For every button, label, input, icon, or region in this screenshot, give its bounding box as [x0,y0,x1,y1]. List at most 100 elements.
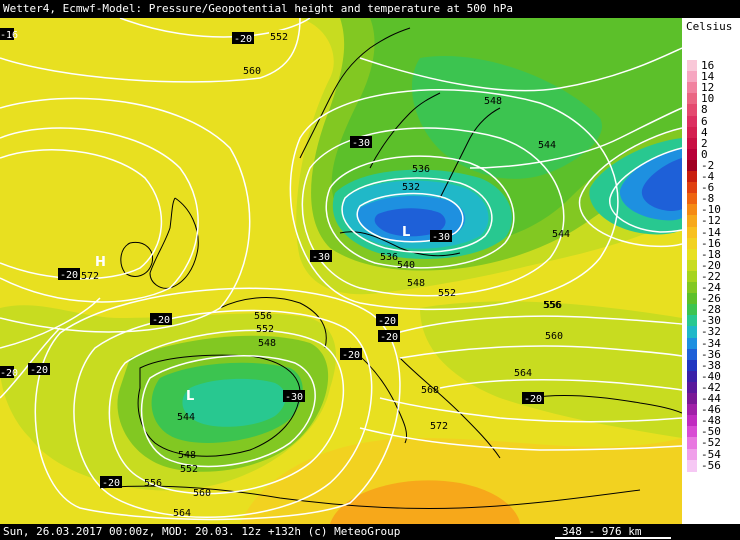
legend-swatch [687,315,697,328]
title-bar: Wetter4, Ecmwf-Model: Pressure/Geopotent… [0,0,740,18]
geopotential-contours [0,18,682,521]
height-label: 536 [380,252,398,263]
height-label: 556 [544,300,562,311]
height-label: 560 [193,488,211,499]
legend-swatch [687,381,697,394]
legend-label: -40 [701,369,721,383]
contour-iberia-1 [140,355,316,468]
legend-label: 6 [701,114,708,128]
height-label: 568 [421,385,439,396]
legend-swatch [687,60,697,72]
legend-label: -24 [701,281,721,294]
contour-560-east [399,345,682,359]
legend-swatch [687,293,697,306]
height-label: 556 [543,300,561,311]
legend-label: -46 [701,403,721,417]
weather-map: H L L 552 560 548 544 536 532 536 540 54… [0,18,682,524]
legend-swatch [687,248,697,261]
height-labels: 552 560 548 544 536 532 536 540 548 552 … [81,30,570,519]
legend-label: -56 [701,458,721,472]
temp-field-cyan-north [411,56,602,179]
legend-swatch [687,182,697,195]
map-title: Wetter4, Ecmwf-Model: Pressure/Geopotent… [3,2,513,15]
temp-label-bg [150,313,172,325]
temp-label: -20 [234,34,252,45]
temp-label-bg [283,390,305,402]
height-label: 548 [178,450,196,461]
contour-568 [379,397,682,423]
legend-label: 14 [701,70,715,84]
legend-swatch [687,304,697,317]
temp-field-core-baltic [374,208,446,237]
height-label: 560 [545,331,563,342]
legend-unit: Celsius [686,20,733,33]
legend-swatch [687,359,697,372]
contour-high-1 [0,127,199,303]
temp-label-bg [0,366,14,378]
legend-label: -18 [701,247,721,261]
temp-label: -30 [432,232,450,243]
legend-swatch [687,93,697,106]
contour-baltic-1 [325,155,515,269]
height-label: 548 [484,96,502,107]
height-label: 548 [258,338,276,349]
legend-label: -54 [701,447,721,461]
temp-label: -20 [380,332,398,343]
legend-swatch [687,348,697,361]
height-label-bg [269,30,291,42]
temp-label: -20 [102,478,120,489]
contour-east-low-2 [609,147,682,233]
temp-field-cyan2-iberia [182,378,286,427]
legend-label: -28 [701,303,721,317]
legend-swatch [687,326,697,339]
legend-label: 12 [701,81,715,95]
coast-norway [299,27,411,159]
legend-label: -26 [701,292,721,306]
legend-label: -14 [701,225,721,239]
temp-label-bg [522,392,544,404]
temp-label: -20 [60,270,78,281]
coast-turkey [529,395,682,414]
height-label: 544 [177,412,195,423]
legend-swatch [687,104,697,117]
legend-label: 16 [701,59,715,72]
temp-label-bg [58,268,80,280]
height-label: 540 [397,260,415,271]
contour-baltic-4 [301,127,565,297]
contour-572 [359,427,682,451]
legend-swatch [687,193,697,206]
legend-swatch [687,459,697,472]
legend-label: -36 [701,347,721,361]
height-label: 572 [81,271,99,282]
height-label: 552 [270,32,288,43]
height-label: 532 [402,182,420,193]
temperature-labels: -20 -30 -30 -30 -20 -20 -20 -20 -30 -20 … [0,28,544,489]
legend-swatch [687,237,697,250]
legend-label: -12 [701,214,721,228]
contour-iberia-3 [73,309,373,519]
legend-swatch [687,437,697,450]
coast-finland [439,107,501,199]
height-label: 564 [514,368,532,379]
coast-britain [149,197,199,289]
height-label: 556 [144,478,162,489]
low-center-baltic-symbol: L [402,225,410,240]
temp-label: -16 [0,30,18,41]
legend-label: 2 [701,136,708,150]
legend-swatch [687,448,697,461]
legend-swatch [687,71,697,84]
legend-label: 0 [701,147,708,161]
scale-bar [555,537,671,539]
legend-label: -30 [701,314,721,328]
legend-label: -16 [701,236,721,250]
legend-swatch [687,282,697,294]
temp-label-bg [376,314,398,326]
legend-swatch [687,226,697,239]
legend-swatch [687,259,697,272]
legend-swatch [687,137,697,150]
legend-label: -44 [701,392,721,405]
height-label: 560 [243,66,261,77]
temp-label: -30 [352,138,370,149]
legend-swatch [687,204,697,217]
temperature-legend: Celsius 16 14 12 10 8 6 4 2 0 -2 -4 -6 -8 -10 -12 -14 -1… [682,18,740,524]
